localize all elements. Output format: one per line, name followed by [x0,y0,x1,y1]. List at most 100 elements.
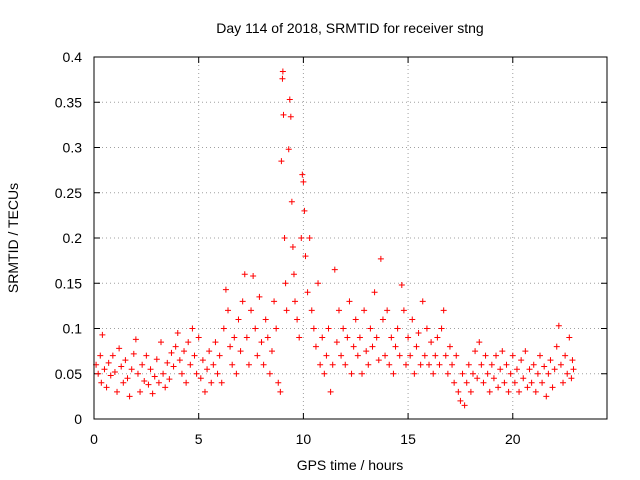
data-point [342,361,349,368]
data-point [282,280,289,287]
data-point [417,361,424,368]
data-point [513,366,520,373]
data-point [258,339,265,346]
data-point [423,325,430,332]
data-point [195,334,202,341]
data-point [239,298,246,305]
data-point [220,325,227,332]
data-point [289,244,296,251]
data-point [344,334,351,341]
data-point [197,375,204,382]
data-point [201,388,208,395]
data-point [457,397,464,404]
data-point [137,388,144,395]
data-point [281,235,288,241]
data-point [114,388,121,395]
data-point [536,352,543,359]
data-point [367,325,374,332]
data-point [382,352,389,359]
data-point [354,352,361,359]
data-point [266,370,273,377]
data-point [308,307,315,314]
data-point [569,357,576,364]
data-point [122,357,129,364]
data-point [453,352,460,359]
data-point [264,334,271,341]
data-point [526,366,533,373]
data-point [166,376,173,383]
data-point [231,334,238,341]
data-point [449,361,456,368]
data-point [386,361,393,368]
data-point [132,336,139,343]
y-tick-label: 0.4 [63,49,83,65]
data-point [446,343,453,350]
y-tick-label: 0.1 [63,321,83,337]
data-point [99,331,106,338]
data-point [310,325,317,332]
data-point [153,356,160,363]
data-point [298,235,305,241]
data-point [185,339,192,346]
data-point [407,352,414,359]
data-point [350,343,357,350]
chart-title: Day 114 of 2018, SRMTID for receiver stn… [216,20,483,36]
data-point [134,370,141,377]
data-point [426,361,433,368]
data-point [300,178,307,185]
data-point [130,350,137,357]
data-point [476,339,483,346]
data-point [126,393,133,400]
data-point [103,384,110,391]
data-point [373,334,380,341]
data-point [409,316,416,323]
data-point [388,334,395,341]
data-point [495,384,502,391]
data-point [158,339,165,346]
y-tick-label: 0.25 [55,185,82,201]
y-tick-label: 0.3 [63,140,83,156]
data-point [419,298,426,305]
data-point [168,349,175,356]
data-point [451,379,458,386]
data-point [245,361,252,368]
data-point [363,348,370,355]
data-point [522,348,529,355]
grid [94,57,607,419]
data-point [262,316,269,323]
data-point [256,293,263,300]
data-point [557,361,564,368]
data-point [111,368,118,375]
data-point [465,361,472,368]
data-point [413,343,420,350]
data-point [400,307,407,314]
data-point [222,286,229,293]
data-point [555,322,562,329]
data-point [327,388,334,395]
data-point [331,266,338,273]
data-point [176,357,183,364]
data-point [545,370,552,377]
data-point [530,361,537,368]
data-point [294,316,301,323]
data-point [306,235,313,241]
data-point [120,379,127,386]
data-point [484,370,491,377]
data-point [164,359,171,366]
data-point [178,370,185,377]
data-point [199,357,206,364]
data-point [97,352,104,359]
x-tick-label: 0 [90,431,98,447]
data-point [323,352,330,359]
data-point [292,298,299,305]
data-point [254,352,261,359]
data-point [459,370,466,377]
data-point [237,348,244,355]
data-point [149,390,156,397]
data-point [516,388,523,395]
data-point [352,316,359,323]
data-point [493,352,500,359]
data-point [455,388,462,395]
data-point [375,357,382,364]
